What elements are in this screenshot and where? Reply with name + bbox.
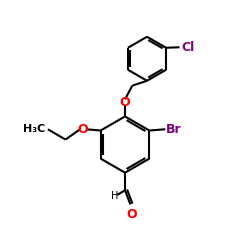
- Text: Br: Br: [166, 123, 181, 136]
- Text: O: O: [126, 208, 137, 221]
- Text: O: O: [120, 96, 130, 109]
- Text: Cl: Cl: [181, 41, 194, 54]
- Text: H: H: [111, 192, 118, 202]
- Text: H₃C: H₃C: [23, 124, 46, 134]
- Text: O: O: [78, 123, 88, 136]
